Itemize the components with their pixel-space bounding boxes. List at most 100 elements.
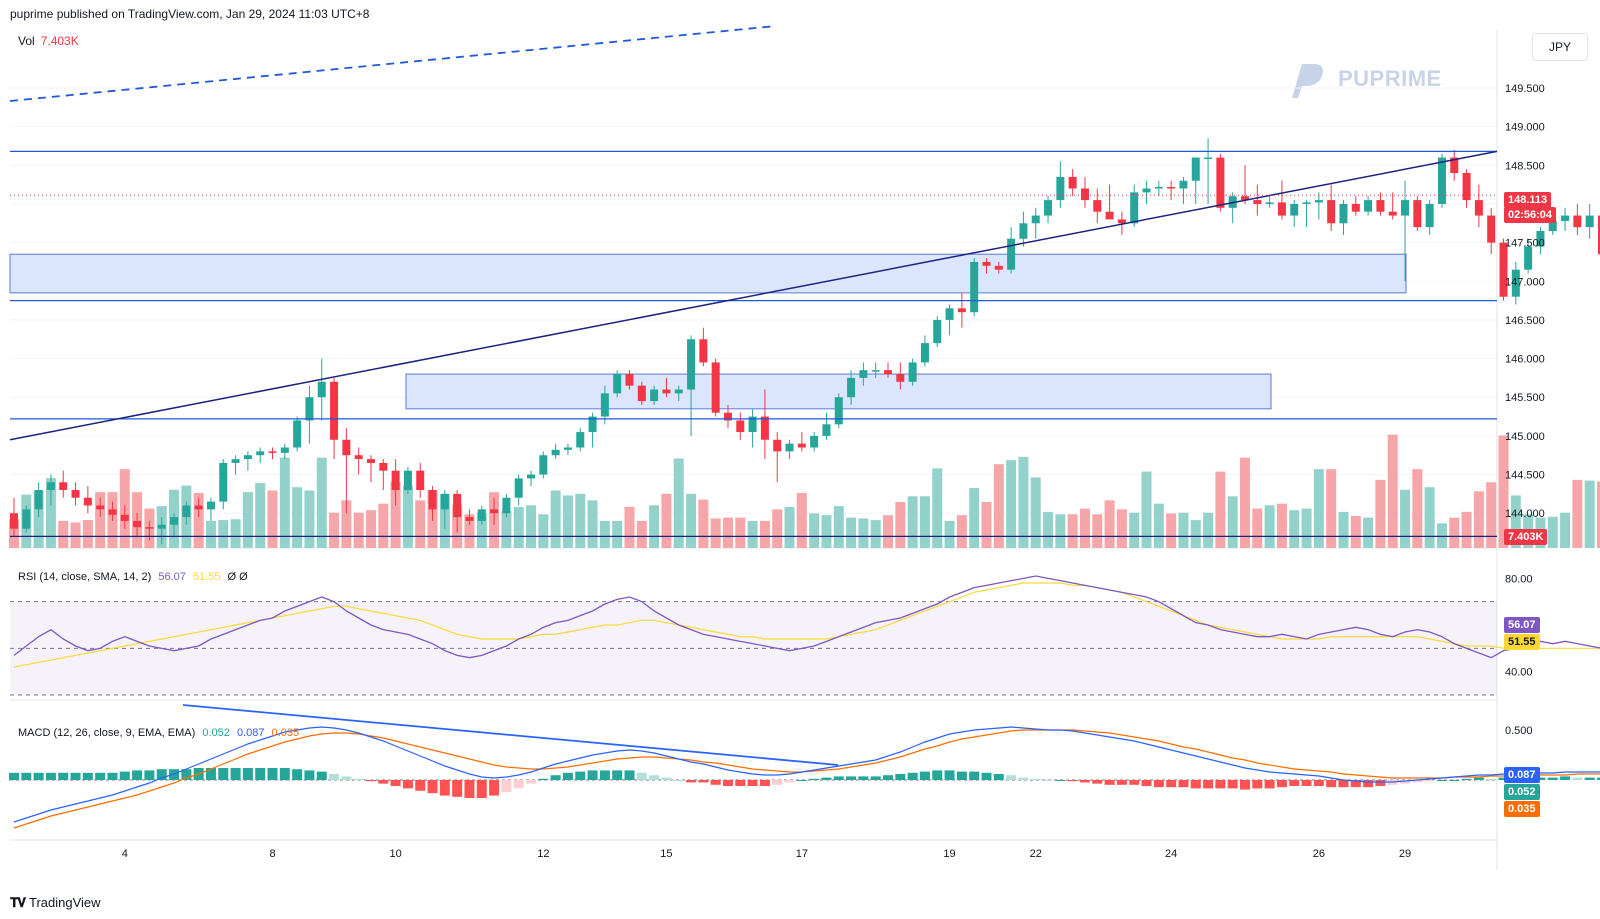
volume-bar	[1129, 512, 1140, 548]
macd-histogram-bar	[821, 777, 832, 780]
candle-body	[711, 362, 720, 413]
volume-bar	[267, 490, 278, 548]
macd-histogram-bar	[735, 780, 746, 786]
macd-histogram-bar	[575, 771, 586, 780]
candle	[847, 370, 856, 405]
candle-body	[1167, 186, 1176, 189]
macd-histogram-bar	[316, 771, 327, 780]
candle-body	[674, 389, 683, 394]
macd-histogram-bar	[969, 771, 980, 780]
macd-histogram-bar	[1584, 777, 1595, 780]
volume-bar	[341, 500, 352, 548]
volume-bar	[1264, 505, 1275, 548]
price-tick-label: 147.500	[1505, 238, 1545, 250]
macd-histogram-bar	[1547, 777, 1558, 780]
candle-body	[1364, 200, 1373, 212]
candle	[994, 261, 1003, 274]
candle	[120, 505, 129, 529]
currency-button[interactable]: JPY	[1532, 33, 1588, 61]
countdown-tag: 02:56:04	[1504, 207, 1557, 223]
candle-body	[1425, 203, 1434, 228]
macd-hist-value: 0.035	[271, 727, 300, 739]
candle-body	[256, 451, 265, 456]
candle	[366, 455, 375, 483]
macd-histogram-bar	[1473, 777, 1484, 780]
candle-body	[896, 374, 905, 382]
price-tick-label: 148.500	[1505, 160, 1545, 172]
candle	[71, 482, 80, 506]
volume-bar	[759, 520, 770, 548]
trend-lines	[9, 25, 1498, 538]
candle-body	[219, 462, 228, 502]
candle-body	[810, 435, 819, 448]
candle-body	[1068, 176, 1077, 189]
volume-bar	[1473, 491, 1484, 548]
macd-histogram-bar	[1412, 780, 1423, 783]
candle	[1302, 200, 1311, 228]
candle-body	[1548, 220, 1557, 232]
price-tick-label: 144.500	[1505, 470, 1545, 482]
candlesticks	[10, 138, 1600, 545]
macd-histogram-bar	[1400, 780, 1411, 784]
candle-body	[157, 524, 166, 529]
volume-bar	[858, 518, 869, 548]
candle	[970, 258, 979, 317]
macd-histogram-bar	[809, 778, 820, 780]
volume-bar	[230, 519, 241, 548]
candle	[1204, 138, 1213, 204]
macd-histogram-bar	[612, 770, 623, 780]
candle	[723, 404, 732, 429]
candle	[1068, 169, 1077, 197]
volume-bar	[587, 500, 598, 548]
candle-body	[354, 455, 363, 460]
volume-bar	[636, 520, 647, 548]
macd-histogram-bar	[526, 780, 537, 784]
volume-bar	[464, 514, 475, 548]
macd-histogram-bar	[95, 772, 106, 780]
volume-bar	[710, 518, 721, 548]
chart-canvas: 149.500149.000148.500148.000147.500147.0…	[9, 25, 1600, 870]
candle	[219, 459, 228, 510]
rsi-band	[10, 601, 1497, 695]
tradingview-logo-icon: 𝐓𝐕	[10, 895, 26, 910]
volume-bar	[1572, 479, 1583, 548]
candle	[22, 505, 31, 533]
volume-bar	[1289, 510, 1300, 548]
volume-bar	[1338, 511, 1349, 548]
candle-body	[342, 439, 351, 456]
volume-bar	[378, 503, 389, 548]
candle	[243, 451, 252, 471]
candle	[1561, 207, 1570, 232]
candle-body	[1302, 202, 1311, 204]
candle	[83, 486, 92, 514]
footer-brand: 𝐓𝐕 TradingView	[10, 895, 101, 911]
candle	[1401, 180, 1410, 282]
candle-body	[588, 416, 597, 433]
candle	[896, 362, 905, 390]
candle-body	[502, 497, 511, 514]
volume-bar	[1252, 508, 1263, 548]
candle	[687, 335, 696, 436]
candle-body	[145, 527, 154, 529]
candle-body	[1413, 200, 1422, 228]
time-tick-label: 17	[796, 848, 808, 860]
macd-histogram-bar	[292, 769, 303, 780]
volume-bar	[1461, 511, 1472, 548]
candle	[317, 358, 326, 421]
candle-body	[613, 374, 622, 394]
candle	[108, 501, 117, 521]
candle-body	[170, 517, 179, 525]
volume-bar	[1436, 523, 1447, 548]
macd-legend: MACD (12, 26, close, 9, EMA, EMA) 0.052 …	[18, 727, 299, 739]
candle-body	[760, 416, 769, 440]
candle	[920, 335, 929, 367]
candle-body	[1179, 180, 1188, 189]
volume-bar	[292, 487, 303, 548]
candle	[1487, 207, 1496, 255]
macd-histogram-bar	[21, 772, 32, 780]
volume-bar	[599, 520, 610, 548]
candle	[822, 412, 831, 440]
macd-histogram-bar	[993, 774, 1004, 780]
macd-histogram-bar	[1326, 780, 1337, 788]
